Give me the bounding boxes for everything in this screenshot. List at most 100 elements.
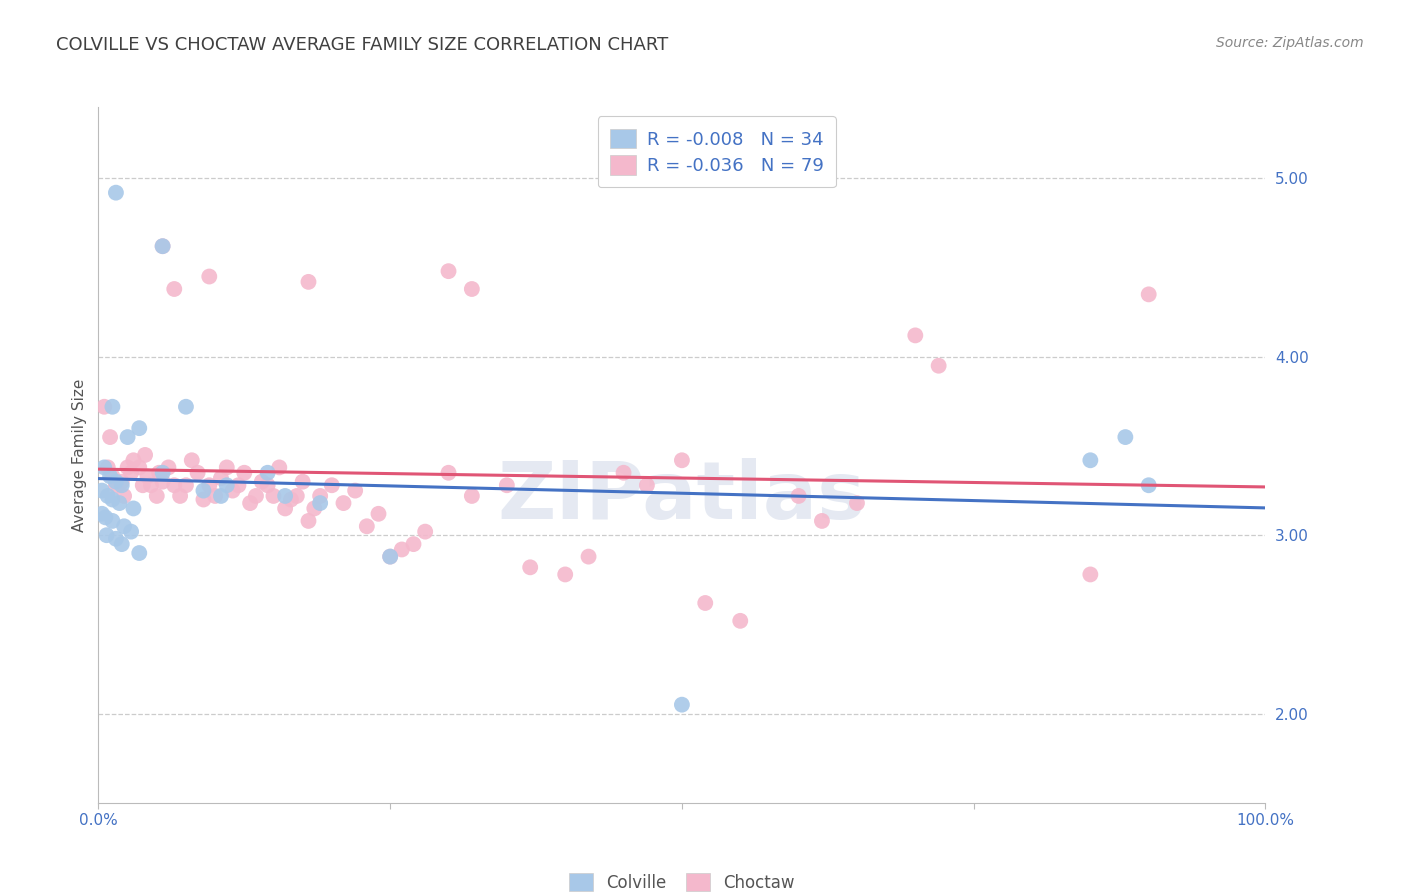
Point — [1080, 453, 1102, 467]
Y-axis label: Average Family Size: Average Family Size — [72, 378, 87, 532]
Point — [146, 489, 169, 503]
Point — [122, 453, 145, 467]
Point — [378, 549, 402, 564]
Point — [90, 507, 112, 521]
Point — [209, 471, 232, 485]
Point — [152, 466, 174, 480]
Point — [437, 466, 460, 480]
Text: Source: ZipAtlas.com: Source: ZipAtlas.com — [1216, 36, 1364, 50]
Point — [321, 478, 343, 492]
Point — [221, 483, 243, 498]
Point — [180, 453, 202, 467]
Point — [378, 549, 402, 564]
Point — [96, 528, 118, 542]
Point — [93, 460, 115, 475]
Point — [928, 359, 950, 373]
Point — [193, 483, 215, 498]
Point — [132, 478, 155, 492]
Point — [98, 430, 121, 444]
Point — [112, 519, 135, 533]
Point — [134, 448, 156, 462]
Point — [367, 507, 389, 521]
Point — [356, 519, 378, 533]
Point — [304, 501, 326, 516]
Point — [695, 596, 717, 610]
Point — [437, 264, 460, 278]
Point — [104, 532, 127, 546]
Point — [104, 186, 127, 200]
Point — [98, 469, 121, 483]
Point — [108, 496, 131, 510]
Point — [111, 478, 134, 492]
Point — [256, 466, 278, 480]
Point — [174, 400, 197, 414]
Point — [101, 514, 124, 528]
Point — [636, 478, 658, 492]
Point — [1137, 287, 1160, 301]
Point — [845, 496, 868, 510]
Point — [117, 460, 139, 475]
Point — [239, 496, 262, 510]
Point — [256, 478, 278, 492]
Point — [274, 489, 297, 503]
Point — [136, 469, 159, 483]
Point — [111, 475, 134, 489]
Point — [139, 478, 162, 492]
Point — [344, 483, 367, 498]
Point — [461, 489, 484, 503]
Point — [495, 478, 517, 492]
Point — [274, 501, 297, 516]
Point — [578, 549, 600, 564]
Point — [297, 275, 319, 289]
Point — [128, 546, 150, 560]
Point — [152, 475, 174, 489]
Point — [1080, 567, 1102, 582]
Point — [148, 466, 170, 480]
Point — [128, 421, 150, 435]
Point — [285, 489, 308, 503]
Point — [332, 496, 354, 510]
Legend: Colville, Choctaw: Colville, Choctaw — [562, 867, 801, 892]
Point — [291, 475, 314, 489]
Point — [250, 475, 273, 489]
Point — [101, 400, 124, 414]
Point — [309, 496, 332, 510]
Point — [309, 489, 332, 503]
Point — [269, 460, 291, 475]
Point — [93, 400, 115, 414]
Point — [391, 542, 413, 557]
Point — [104, 478, 127, 492]
Point — [112, 489, 135, 503]
Point — [90, 483, 112, 498]
Point — [94, 510, 117, 524]
Point — [97, 489, 120, 503]
Point — [120, 466, 142, 480]
Point — [163, 282, 186, 296]
Point — [215, 460, 238, 475]
Point — [612, 466, 634, 480]
Point — [730, 614, 752, 628]
Point — [120, 524, 142, 539]
Point — [128, 460, 150, 475]
Text: COLVILLE VS CHOCTAW AVERAGE FAMILY SIZE CORRELATION CHART: COLVILLE VS CHOCTAW AVERAGE FAMILY SIZE … — [56, 36, 668, 54]
Point — [174, 478, 197, 492]
Point — [671, 453, 693, 467]
Point — [215, 478, 238, 492]
Point — [111, 537, 134, 551]
Point — [461, 282, 484, 296]
Point — [787, 489, 810, 503]
Point — [262, 489, 284, 503]
Point — [245, 489, 267, 503]
Point — [163, 478, 186, 492]
Point — [554, 567, 576, 582]
Point — [198, 269, 221, 284]
Point — [117, 430, 139, 444]
Point — [152, 239, 174, 253]
Text: ZIPatlas: ZIPatlas — [498, 458, 866, 536]
Point — [104, 475, 127, 489]
Point — [209, 489, 232, 503]
Point — [519, 560, 541, 574]
Point — [187, 466, 209, 480]
Point — [97, 460, 120, 475]
Point — [198, 478, 221, 492]
